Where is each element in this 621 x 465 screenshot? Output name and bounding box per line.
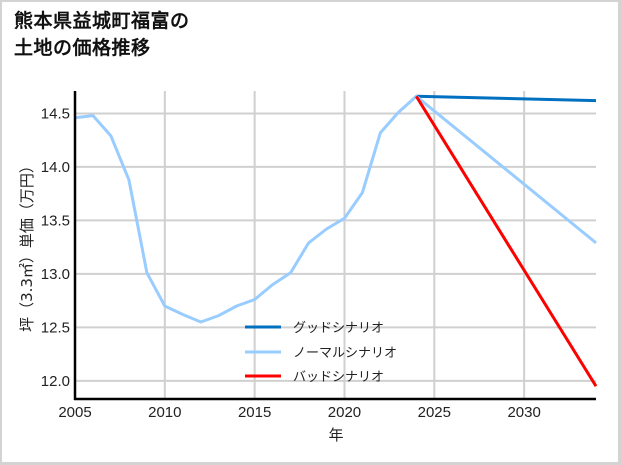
legend-label: バッドシナリオ [293, 370, 384, 385]
axes [73, 91, 596, 401]
x-tick-label: 2020 [328, 404, 361, 421]
chart-title-line1: 熊本県益城町福富の [14, 10, 190, 32]
x-tick-label: 2015 [238, 404, 271, 421]
series-line [74, 94, 597, 324]
tick-labels: 2005 2010 2015 2020 2025 2030 12.0 12.5 13.0 13.5… [41, 105, 541, 421]
legend-label: ノーマルシナリオ [293, 346, 397, 361]
y-tick-label: 12.5 [41, 319, 70, 336]
y-axis-label: 坪（3.3㎡）単価（万円） [18, 158, 36, 332]
chart-title-line2: 土地の価格推移 [14, 37, 151, 59]
x-tick-label: 2010 [148, 404, 181, 421]
x-tick-label: 2030 [507, 404, 540, 421]
y-tick-label: 13.5 [41, 212, 70, 229]
y-tick-label: 14.0 [41, 159, 70, 176]
y-tick-label: 12.0 [41, 373, 70, 390]
series-line [416, 94, 597, 103]
x-tick-label: 2025 [418, 404, 451, 421]
gridlines [75, 91, 596, 399]
legend-label: グッドシナリオ [293, 321, 384, 336]
y-tick-label: 13.0 [41, 266, 70, 283]
x-axis-label: 年 [328, 426, 343, 444]
series-line [415, 95, 598, 387]
series-lines [74, 94, 598, 387]
chart-title: 熊本県益城町福富の 土地の価格推移 [14, 8, 190, 62]
legend-item: バッドシナリオ [245, 370, 384, 385]
x-tick-label: 2005 [58, 404, 91, 421]
legend-item: グッドシナリオ [245, 321, 384, 336]
y-tick-label: 14.5 [41, 105, 70, 122]
legend-item: ノーマルシナリオ [245, 346, 397, 361]
